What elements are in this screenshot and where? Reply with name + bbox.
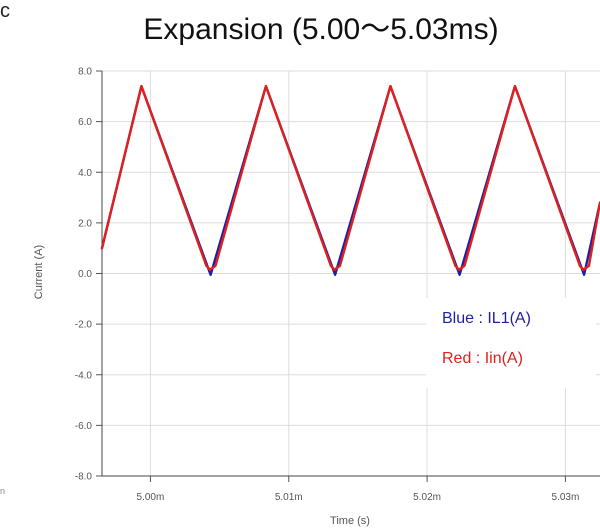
x-tick-label: 5.03m <box>552 492 580 503</box>
x-axis-title: Time (s) <box>330 515 370 527</box>
y-tick-label: 2.0 <box>78 218 92 229</box>
y-axis-title: Current (A) <box>33 245 45 299</box>
x-tick-label: 5.00m <box>137 492 165 503</box>
legend-entry-iin: Red : Iin(A) <box>442 350 523 367</box>
series-lines <box>100 84 600 276</box>
legend: Blue : IL1(A) Red : Iin(A) <box>426 298 596 388</box>
y-tick-label: -8.0 <box>75 472 93 483</box>
chart-title: Expansion (5.00～5.03ms) <box>143 13 499 46</box>
y-tick-label: 8.0 <box>78 67 92 78</box>
legend-entry-il1: Blue : IL1(A) <box>442 310 531 327</box>
axes <box>96 70 600 482</box>
y-tick-label: 0.0 <box>78 269 92 280</box>
y-tick-label: -6.0 <box>75 421 93 432</box>
tick-labels: 8.0 6.0 4.0 2.0 0.0 -2.0 -4.0 -6.0 -8.0 5.00m 5.01… <box>75 67 580 504</box>
y-tick-label: -2.0 <box>75 320 93 331</box>
y-tick-label: 4.0 <box>78 168 92 179</box>
cropped-edge-text: n <box>0 486 6 496</box>
y-tick-label: 6.0 <box>78 117 92 128</box>
grid-lines <box>102 70 600 476</box>
series-line-iin <box>100 84 600 271</box>
y-tick-label: -4.0 <box>75 370 93 381</box>
x-tick-label: 5.02m <box>413 492 441 503</box>
x-tick-label: 5.01m <box>275 492 303 503</box>
figure-panel-label: c <box>0 0 10 22</box>
